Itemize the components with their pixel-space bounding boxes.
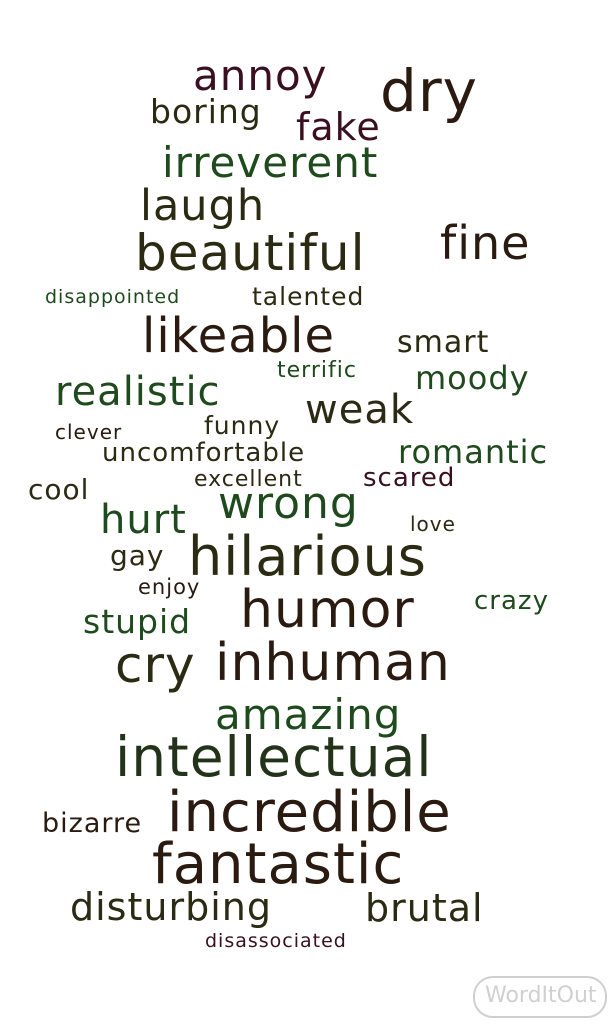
word-terrific: terrific xyxy=(277,358,357,383)
word-disappointed: disappointed xyxy=(45,286,181,308)
word-moody: moody xyxy=(415,359,530,397)
word-fine: fine xyxy=(440,216,531,270)
word-fantastic: fantastic xyxy=(152,832,405,897)
word-boring: boring xyxy=(150,92,262,131)
word-disassociated: disassociated xyxy=(205,930,347,952)
word-wrong: wrong xyxy=(218,478,359,529)
worditout-logo[interactable]: WordItOut xyxy=(473,976,607,1018)
word-enjoy: enjoy xyxy=(138,575,201,599)
word-excellent: excellent xyxy=(194,467,303,492)
word-talented: talented xyxy=(252,282,365,311)
word-amazing: amazing xyxy=(215,690,402,739)
word-weak: weak xyxy=(305,387,414,433)
word-uncomfortable: uncomfortable xyxy=(102,438,306,468)
word-realistic: realistic xyxy=(55,369,221,415)
word-humor: humor xyxy=(240,580,415,640)
word-laugh: laugh xyxy=(140,181,266,231)
word-gay: gay xyxy=(110,539,165,572)
word-smart: smart xyxy=(397,325,490,360)
word-brutal: brutal xyxy=(365,886,484,930)
word-fake: fake xyxy=(296,105,381,149)
word-annoy: annoy xyxy=(193,51,328,100)
word-irreverent: irreverent xyxy=(162,138,379,187)
word-love: love xyxy=(410,512,456,536)
word-romantic: romantic xyxy=(398,433,549,471)
word-crazy: crazy xyxy=(474,586,549,616)
word-cry: cry xyxy=(115,636,196,694)
word-disturbing: disturbing xyxy=(70,885,272,929)
word-incredible: incredible xyxy=(167,780,452,845)
word-cool: cool xyxy=(28,473,90,506)
word-hilarious: hilarious xyxy=(188,525,427,588)
word-scared: scared xyxy=(363,463,456,493)
word-intellectual: intellectual xyxy=(115,725,433,789)
word-clever: clever xyxy=(55,420,123,444)
word-hurt: hurt xyxy=(100,497,187,543)
word-beautiful: beautiful xyxy=(135,224,366,282)
word-funny: funny xyxy=(204,411,281,440)
word-bizarre: bizarre xyxy=(42,808,143,839)
word-stupid: stupid xyxy=(83,602,192,641)
word-inhuman: inhuman xyxy=(215,633,451,693)
word-likeable: likeable xyxy=(142,308,336,364)
word-dry: dry xyxy=(380,57,478,125)
logo-text: WordItOut xyxy=(485,983,597,1008)
